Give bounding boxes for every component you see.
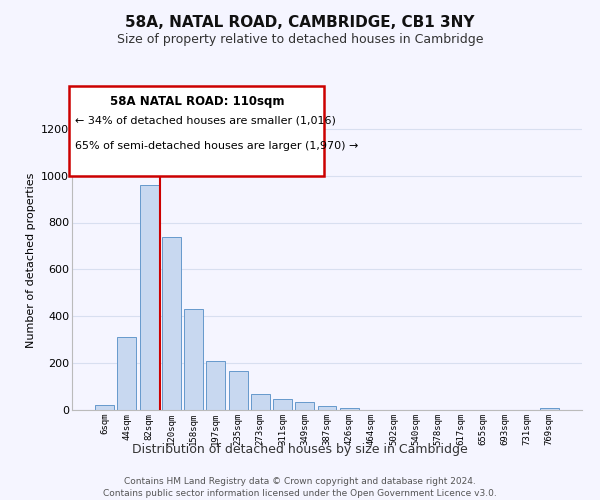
Text: Distribution of detached houses by size in Cambridge: Distribution of detached houses by size … <box>132 442 468 456</box>
Bar <box>273 399 292 410</box>
Bar <box>206 361 225 410</box>
Bar <box>540 408 559 410</box>
Bar <box>317 406 337 410</box>
Text: Contains public sector information licensed under the Open Government Licence v3: Contains public sector information licen… <box>103 489 497 498</box>
Bar <box>340 408 359 410</box>
Bar <box>118 338 136 410</box>
Bar <box>184 309 203 410</box>
Bar <box>95 406 114 410</box>
Bar <box>251 394 270 410</box>
Bar <box>140 185 158 410</box>
Text: 58A, NATAL ROAD, CAMBRIDGE, CB1 3NY: 58A, NATAL ROAD, CAMBRIDGE, CB1 3NY <box>125 15 475 30</box>
Text: Size of property relative to detached houses in Cambridge: Size of property relative to detached ho… <box>117 32 483 46</box>
FancyBboxPatch shape <box>70 86 325 176</box>
Text: ← 34% of detached houses are smaller (1,016): ← 34% of detached houses are smaller (1,… <box>74 116 335 126</box>
Text: Contains HM Land Registry data © Crown copyright and database right 2024.: Contains HM Land Registry data © Crown c… <box>124 478 476 486</box>
Text: 65% of semi-detached houses are larger (1,970) →: 65% of semi-detached houses are larger (… <box>74 141 358 151</box>
Bar <box>295 402 314 410</box>
Text: 58A NATAL ROAD: 110sqm: 58A NATAL ROAD: 110sqm <box>110 94 284 108</box>
Y-axis label: Number of detached properties: Number of detached properties <box>26 172 35 348</box>
Bar <box>229 372 248 410</box>
Bar <box>162 236 181 410</box>
